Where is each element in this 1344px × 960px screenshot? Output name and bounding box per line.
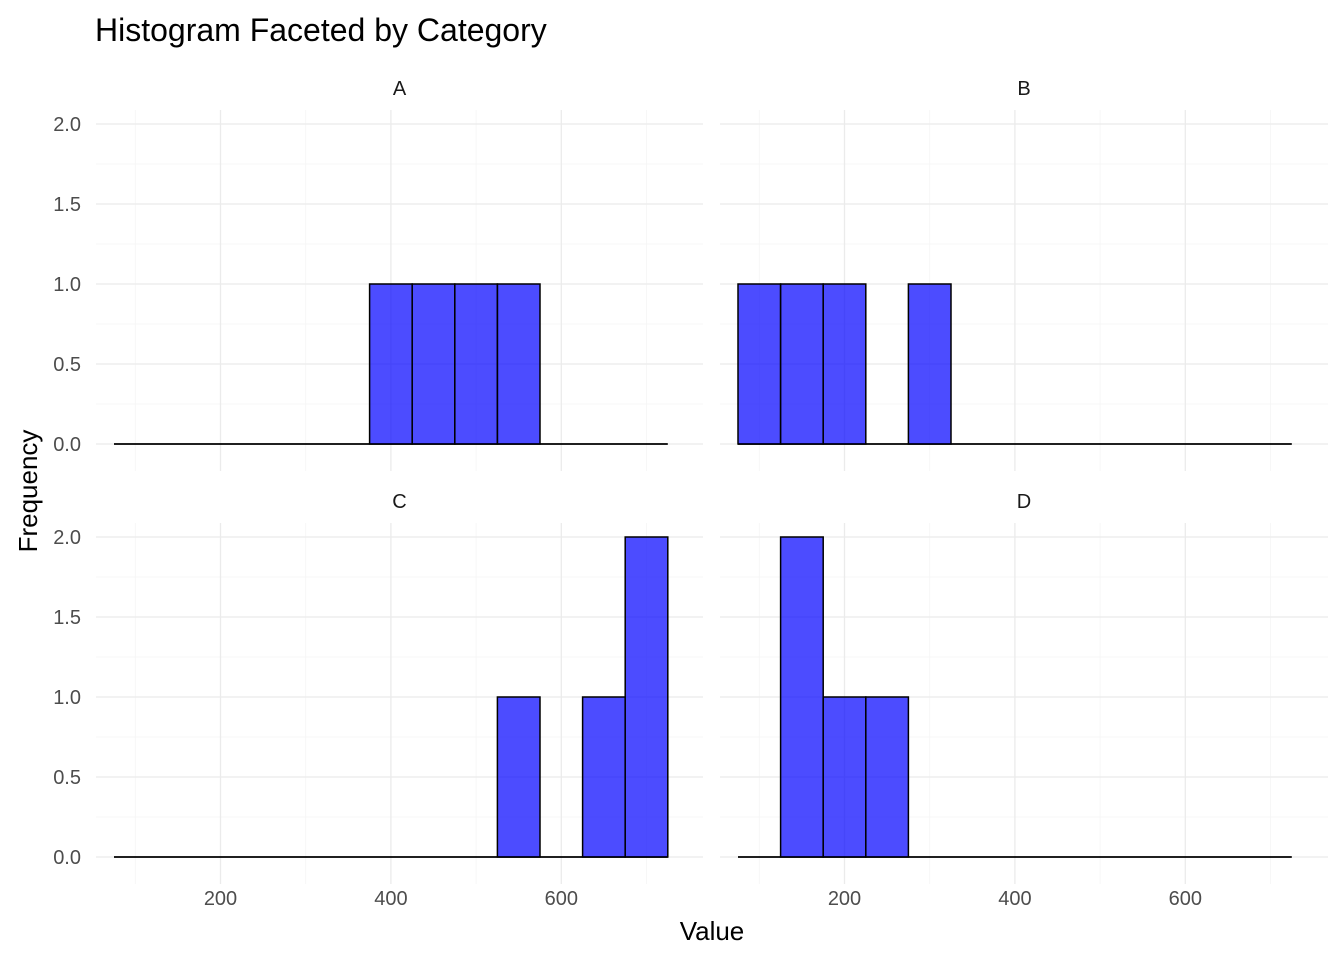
y-tick-label: 0.5 — [53, 354, 81, 376]
histogram-bar — [368, 283, 413, 445]
facet-label: B — [1017, 78, 1030, 100]
histogram-bar — [496, 696, 541, 858]
y-tick-label: 0.0 — [53, 434, 81, 456]
facet-panels: A 0.0 0.5 1.0 1.5 2.0 B C 0.0 0.5 1.0 1.5 2.0 200 400 6… — [53, 78, 1328, 910]
histogram-bar — [496, 283, 541, 445]
x-tick-label: 400 — [998, 888, 1031, 910]
x-tick-label: 200 — [204, 888, 237, 910]
x-tick-label: 600 — [545, 888, 578, 910]
histogram-bar — [865, 696, 910, 858]
x-tick-label: 600 — [1169, 888, 1202, 910]
facet-panel-d: D 200 400 600 — [720, 491, 1328, 910]
histogram-bar — [581, 696, 626, 858]
histogram-bar — [822, 696, 867, 858]
facet-panel-c: C 0.0 0.5 1.0 1.5 2.0 200 400 600 — [53, 491, 703, 910]
y-axis-title: Frequency — [13, 430, 43, 553]
y-tick-label: 0.0 — [53, 847, 81, 869]
histogram-bar — [454, 283, 499, 445]
facet-label: C — [392, 491, 406, 513]
histogram-bar — [737, 283, 782, 445]
y-tick-label: 2.0 — [53, 114, 81, 136]
x-tick-label: 400 — [374, 888, 407, 910]
x-tick-label: 200 — [828, 888, 861, 910]
histogram-bar — [779, 536, 824, 858]
histogram-bar — [907, 283, 952, 445]
facet-label: A — [393, 78, 407, 100]
y-tick-label: 0.5 — [53, 767, 81, 789]
histogram-bar — [411, 283, 456, 445]
chart-title: Histogram Faceted by Category — [95, 12, 547, 48]
facet-panel-a: A 0.0 0.5 1.0 1.5 2.0 — [53, 78, 703, 471]
y-tick-label: 2.0 — [53, 527, 81, 549]
facet-label: D — [1017, 491, 1031, 513]
x-axis-title: Value — [680, 916, 745, 946]
y-tick-label: 1.0 — [53, 274, 81, 296]
y-tick-label: 1.5 — [53, 194, 81, 216]
y-tick-label: 1.0 — [53, 687, 81, 709]
y-tick-label: 1.5 — [53, 607, 81, 629]
histogram-bar — [779, 283, 824, 445]
histogram-bar — [822, 283, 867, 445]
facet-panel-b: B — [720, 78, 1328, 471]
histogram-bar — [624, 536, 669, 858]
